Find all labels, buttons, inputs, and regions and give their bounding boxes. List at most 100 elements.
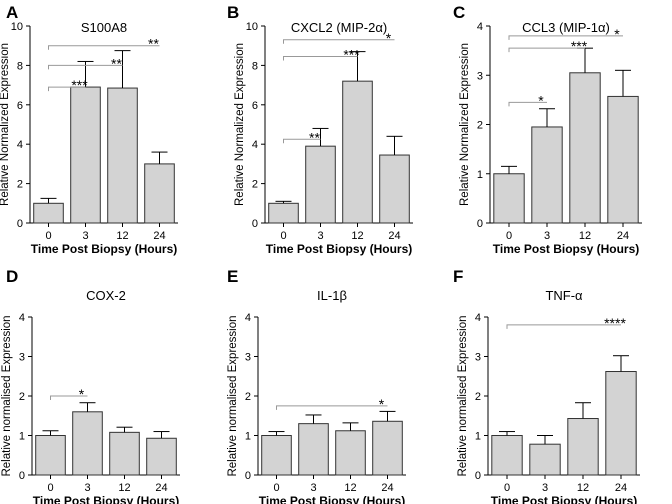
y-tick-label: 10 [11, 21, 23, 33]
chart-title: TNF-α [545, 288, 583, 303]
x-tick-label: 24 [381, 482, 393, 494]
bar [146, 437, 177, 476]
significance-label: * [538, 92, 544, 108]
chart-title: S100A8 [81, 20, 127, 35]
y-axis-label: Relative Normalized Expression [459, 43, 471, 206]
y-tick-label: 4 [475, 312, 481, 324]
chart-title: IL-1β [317, 288, 347, 303]
y-tick-label: 1 [475, 431, 481, 443]
significance-label: *** [71, 77, 88, 93]
y-axis-label: Relative Normalized Expression [0, 43, 11, 206]
significance-label: * [79, 386, 85, 402]
x-tick-label: 0 [506, 230, 512, 242]
bar [305, 145, 336, 224]
chart-title: CCL3 (MIP-1α) [522, 20, 610, 35]
y-tick-label: 2 [475, 391, 481, 403]
significance-bracket [508, 101, 547, 107]
y-tick-label: 0 [17, 218, 23, 230]
significance-bracket [50, 395, 88, 400]
x-tick-label: 24 [155, 482, 167, 494]
x-axis-label: Time Post Biopsy (Hours) [259, 494, 405, 504]
significance-label: ** [148, 36, 159, 52]
x-tick-label: 24 [617, 230, 629, 242]
bar [567, 418, 599, 476]
x-tick-label: 0 [504, 482, 510, 494]
significance-bracket [48, 45, 160, 50]
y-tick-label: 0 [475, 470, 481, 482]
y-tick-label: 8 [17, 60, 23, 72]
chart-title: COX-2 [86, 288, 126, 303]
x-tick-label: 3 [542, 482, 548, 494]
y-axis-label: Relative normalised Expression [457, 315, 469, 476]
significance-bracket [506, 324, 621, 329]
x-tick-label: 24 [153, 230, 165, 242]
x-tick-label: 12 [579, 230, 591, 242]
panel-letter: B [227, 3, 239, 22]
y-tick-label: 3 [245, 352, 251, 364]
significance-bracket [48, 64, 123, 70]
significance-label: ** [111, 55, 122, 71]
bar [569, 72, 601, 224]
y-tick-label: 0 [19, 470, 25, 482]
x-axis-label: Time Post Biopsy (Hours) [33, 494, 179, 504]
significance-label: * [386, 30, 392, 46]
y-tick-label: 10 [246, 21, 258, 33]
x-tick-label: 12 [118, 482, 130, 494]
significance-label: * [614, 26, 620, 42]
y-tick-label: 4 [477, 21, 483, 33]
y-tick-label: 4 [252, 139, 258, 151]
x-tick-label: 3 [84, 482, 90, 494]
x-tick-label: 0 [273, 482, 279, 494]
bar [335, 430, 366, 476]
x-tick-label: 24 [615, 482, 627, 494]
x-tick-label: 3 [82, 230, 88, 242]
y-tick-label: 1 [19, 431, 25, 443]
significance-bracket [276, 405, 388, 410]
x-axis-label: Time Post Biopsy (Hours) [31, 242, 177, 256]
x-tick-label: 12 [577, 482, 589, 494]
bar [372, 420, 403, 476]
panel-letter: F [453, 267, 463, 286]
x-tick-label: 12 [116, 230, 128, 242]
y-tick-label: 6 [17, 100, 23, 112]
significance-label: *** [343, 47, 360, 63]
y-tick-label: 2 [245, 391, 251, 403]
y-tick-label: 2 [19, 391, 25, 403]
significance-bracket [283, 39, 395, 44]
x-tick-label: 12 [344, 482, 356, 494]
bar [107, 87, 138, 224]
bar [70, 86, 101, 224]
significance-label: *** [571, 38, 588, 54]
x-tick-label: 0 [280, 230, 286, 242]
significance-bracket [508, 35, 623, 40]
x-tick-label: 24 [388, 230, 400, 242]
x-tick-label: 12 [351, 230, 363, 242]
panel-letter: E [227, 267, 238, 286]
x-tick-label: 3 [317, 230, 323, 242]
y-tick-label: 4 [17, 139, 23, 151]
panel-letter: D [6, 267, 18, 286]
significance-label: **** [604, 315, 626, 331]
y-tick-label: 4 [19, 312, 25, 324]
panel-e: E IL-1β 0 12 3 4 Relative normalised Expressio… [227, 267, 406, 504]
bar [529, 443, 561, 476]
y-tick-label: 2 [252, 179, 258, 191]
y-tick-label: 1 [477, 169, 483, 181]
bar [35, 435, 66, 476]
y-tick-label: 2 [17, 179, 23, 191]
x-tick-label: 3 [310, 482, 316, 494]
y-axis-label: Relative normalised Expression [227, 315, 239, 476]
y-tick-label: 3 [19, 352, 25, 364]
y-tick-label: 8 [252, 60, 258, 72]
panel-letter: C [453, 3, 465, 22]
significance-bracket [283, 138, 321, 144]
y-tick-label: 4 [245, 312, 251, 324]
bar [72, 411, 103, 476]
bar [109, 431, 140, 476]
y-axis-label: Relative normalised Expression [1, 315, 13, 476]
